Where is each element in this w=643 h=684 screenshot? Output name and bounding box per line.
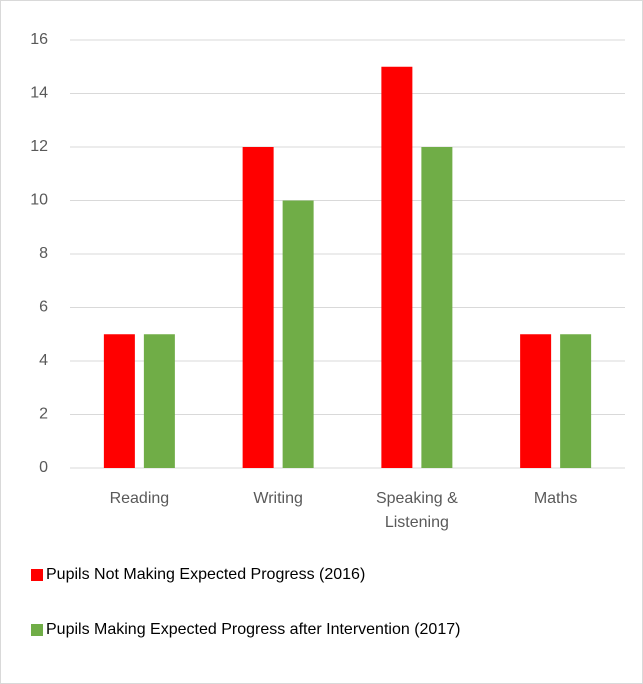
y-tick-label: 2 — [39, 406, 48, 423]
bar — [103, 334, 135, 468]
bar — [421, 147, 453, 468]
x-tick-label: Maths — [533, 490, 578, 507]
legend-label: Pupils Not Making Expected Progress (201… — [46, 566, 366, 583]
bar — [381, 66, 413, 468]
y-tick-label: 10 — [30, 192, 48, 209]
y-tick-label: 12 — [30, 138, 48, 155]
y-tick-label: 14 — [30, 85, 48, 102]
bar — [143, 334, 175, 468]
y-tick-label: 0 — [39, 459, 48, 476]
bar — [560, 334, 592, 468]
legend-swatch — [31, 569, 43, 581]
y-tick-label: 4 — [39, 352, 48, 369]
x-tick-label: Writing — [253, 490, 303, 507]
x-tick-label: Reading — [109, 490, 170, 507]
x-tick-label: Speaking & Listening — [375, 490, 458, 531]
legend-swatch — [31, 624, 43, 636]
y-tick-label: 6 — [39, 299, 48, 316]
bar — [242, 147, 274, 468]
bar — [520, 334, 552, 468]
y-tick-label: 8 — [39, 245, 48, 262]
y-tick-label: 16 — [30, 31, 48, 48]
legend-label: Pupils Making Expected Progress after In… — [46, 621, 461, 638]
bar — [282, 200, 314, 468]
